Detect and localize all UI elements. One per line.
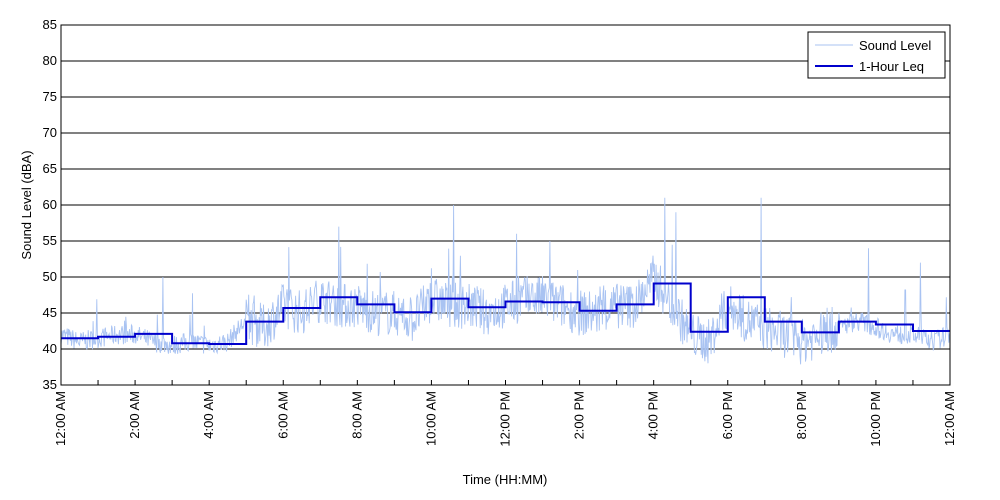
x-axis-ticks: 12:00 AM 2:00 AM 4:00 AM 6:00 AM 8:00 AM 10:0… xyxy=(53,380,957,447)
x-tick-label: 6:00 AM xyxy=(275,391,290,439)
sound-level-series xyxy=(60,197,951,365)
sound-level-line xyxy=(60,197,951,365)
x-tick-label: 8:00 AM xyxy=(349,391,364,439)
legend-label-leq: 1-Hour Leq xyxy=(859,59,924,74)
x-tick-label: 8:00 PM xyxy=(794,391,809,439)
legend-label-sound-level: Sound Level xyxy=(859,38,931,53)
legend: Sound Level 1-Hour Leq xyxy=(807,31,946,79)
x-tick-label: 10:00 AM xyxy=(423,391,438,446)
x-tick-label: 2:00 AM xyxy=(127,391,142,439)
y-tick-label: 60 xyxy=(43,197,57,212)
legend-box xyxy=(807,31,946,79)
leq-series xyxy=(61,282,950,345)
x-tick-label: 12:00 AM xyxy=(942,391,957,446)
x-axis-title: Time (HH:MM) xyxy=(463,472,548,487)
x-tick-label: 6:00 PM xyxy=(720,391,735,439)
y-tick-label: 35 xyxy=(43,377,57,392)
y-axis-title: Sound Level (dBA) xyxy=(19,150,34,259)
y-tick-label: 70 xyxy=(43,125,57,140)
y-tick-label: 50 xyxy=(43,269,57,284)
x-tick-label: 12:00 AM xyxy=(53,391,68,446)
x-tick-label: 12:00 PM xyxy=(498,391,513,447)
x-tick-label: 2:00 PM xyxy=(572,391,587,439)
y-tick-label: 65 xyxy=(43,161,57,176)
x-tick-label: 4:00 AM xyxy=(201,391,216,439)
y-tick-label: 85 xyxy=(43,17,57,32)
y-tick-label: 40 xyxy=(43,341,57,356)
leq-line xyxy=(61,282,950,345)
y-tick-label: 45 xyxy=(43,305,57,320)
y-axis-ticks: 35 40 45 50 55 60 65 70 75 80 85 xyxy=(43,17,66,392)
y-tick-label: 55 xyxy=(43,233,57,248)
x-tick-label: 4:00 PM xyxy=(646,391,661,439)
y-tick-label: 75 xyxy=(43,89,57,104)
y-tick-label: 80 xyxy=(43,53,57,68)
x-tick-label: 10:00 PM xyxy=(868,391,883,447)
